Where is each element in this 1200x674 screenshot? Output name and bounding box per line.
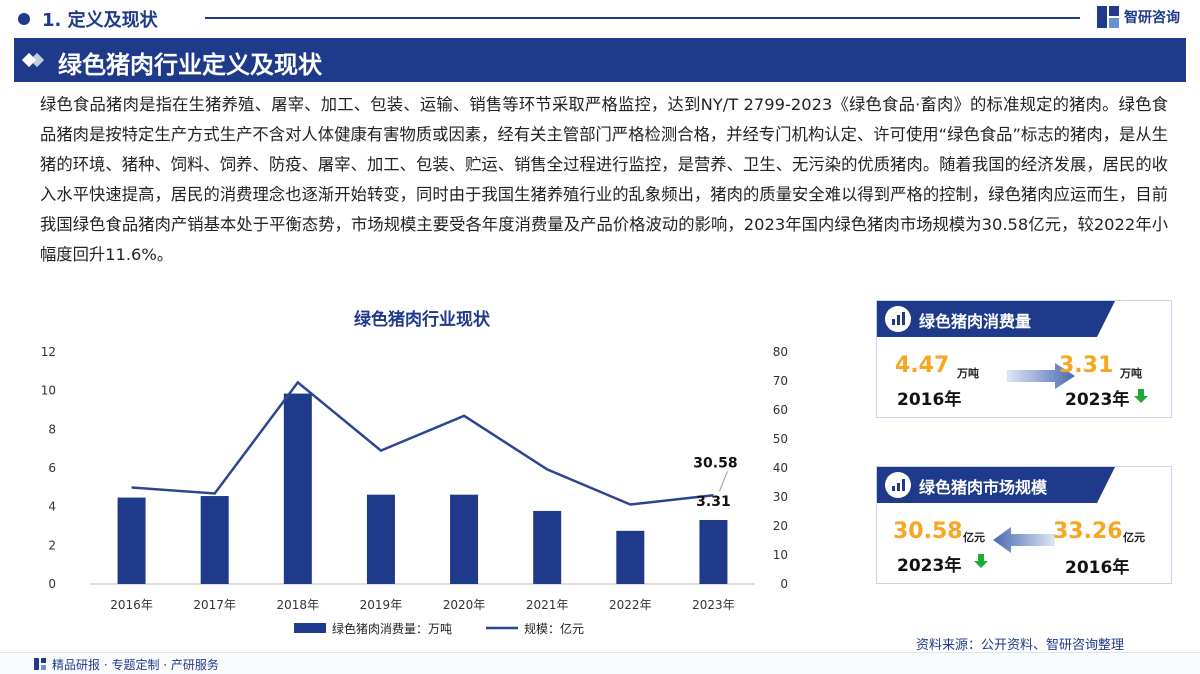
x-tick-label: 2020年 [443, 598, 486, 612]
combo-chart: 绿色猪肉行业现状 0 2 4 6 8 10 12 0 10 20 30 40 50 60 70 80 201… [41, 309, 788, 636]
bar [283, 393, 312, 584]
title-banner: 绿色猪肉行业定义及现状 [14, 38, 1186, 82]
y-right-tick-label: 70 [773, 374, 788, 388]
right-year: 2016年 [1065, 558, 1130, 578]
section-header: 1. 定义及现状 智研咨询 [0, 0, 1200, 36]
footer-logo-icon [34, 658, 46, 670]
down-arrow-icon [974, 554, 988, 568]
y-right-tick-label: 10 [773, 548, 788, 562]
y-right-tick-label: 0 [780, 577, 788, 591]
left-year: 2023年 [897, 556, 962, 576]
section-title: 1. 定义及现状 [42, 10, 158, 31]
bar-chart-icon [885, 306, 911, 332]
brand-logo: 智研咨询 [1097, 6, 1180, 28]
x-tick-label: 2021年 [526, 598, 569, 612]
y-right-tick-label: 80 [773, 345, 788, 359]
left-year: 2016年 [897, 390, 962, 410]
bar-series [117, 393, 728, 584]
section-divider [205, 17, 1080, 19]
bar [200, 496, 229, 584]
footer-text: 精品研报 · 专题定制 · 产研服务 [52, 658, 219, 672]
bar-data-label: 3.31 [696, 494, 731, 510]
y-left-tick-label: 0 [48, 577, 56, 591]
card-header [877, 301, 1097, 337]
right-value: 3.31 [1059, 353, 1114, 378]
right-year: 2023年 [1065, 390, 1130, 410]
page-title: 绿色猪肉行业定义及现状 [58, 51, 322, 79]
bar [616, 530, 645, 584]
legend-bar-label: 绿色猪肉消费量：万吨 [332, 621, 452, 636]
y-axis-right: 0 10 20 30 40 50 60 70 80 [773, 345, 788, 591]
line-data-label: 30.58 [693, 455, 737, 471]
bar [533, 510, 562, 584]
market-size-card: 绿色猪肉市场规模 30.58 亿元 2023年 33.26 亿元 2016年 [876, 466, 1172, 584]
section-bullet [18, 13, 30, 25]
y-left-tick-label: 2 [48, 538, 56, 552]
y-right-tick-label: 60 [773, 403, 788, 417]
right-value: 33.26 [1053, 519, 1123, 544]
x-tick-label: 2023年 [692, 598, 735, 612]
right-unit: 万吨 [1120, 367, 1142, 380]
bar [450, 494, 479, 584]
y-right-tick-label: 40 [773, 461, 788, 475]
growth-chart-icon [885, 472, 911, 498]
y-left-tick-label: 6 [48, 461, 56, 475]
y-right-tick-label: 50 [773, 432, 788, 446]
bar [117, 497, 146, 584]
x-tick-label: 2018年 [277, 598, 320, 612]
right-arrow-icon [1007, 363, 1075, 389]
y-left-tick-label: 12 [41, 345, 56, 359]
chart-title: 绿色猪肉行业现状 [354, 309, 491, 330]
y-axis-left: 0 2 4 6 8 10 12 [41, 345, 56, 591]
logo-icon [1097, 6, 1119, 28]
bar [366, 494, 395, 584]
chart-annotations: 30.58 3.31 [693, 455, 737, 510]
y-left-tick-label: 10 [41, 384, 56, 398]
x-tick-label: 2022年 [609, 598, 652, 612]
left-arrow-icon [993, 527, 1055, 553]
card-header [877, 467, 1097, 503]
right-unit: 亿元 [1123, 531, 1145, 544]
y-left-tick-label: 8 [48, 422, 56, 436]
left-value: 4.47 [895, 353, 950, 378]
x-tick-label: 2017年 [193, 598, 236, 612]
x-tick-label: 2016年 [110, 598, 153, 612]
down-arrow-icon [1134, 389, 1148, 403]
bar [699, 520, 728, 584]
x-tick-label: 2019年 [360, 598, 403, 612]
card-title: 绿色猪肉市场规模 [919, 478, 1048, 497]
left-unit: 亿元 [963, 531, 985, 544]
chart-legend: 绿色猪肉消费量：万吨 规模：亿元 [294, 621, 584, 636]
left-value: 30.58 [893, 519, 963, 544]
chart-panel: 绿色猪肉行业现状 0 2 4 6 8 10 12 0 10 20 30 40 50 60 70 80 201… [20, 300, 840, 650]
consumption-card: 绿色猪肉消费量 4.47 万吨 2016年 3.31 万吨 2023年 [876, 300, 1172, 418]
y-right-tick-label: 30 [773, 490, 788, 504]
legend-bar-swatch [294, 623, 326, 633]
x-axis-ticks: 2016年 2017年 2018年 2019年 2020年 2021年 2022年 2023年 [110, 598, 734, 612]
source-note: 资料来源：公开资料、智研咨询整理 [916, 638, 1125, 653]
card-title: 绿色猪肉消费量 [919, 312, 1032, 331]
legend-line-label: 规模：亿元 [524, 621, 584, 636]
left-unit: 万吨 [957, 367, 979, 380]
y-right-tick-label: 20 [773, 519, 788, 533]
diamond-icon [21, 52, 45, 68]
y-left-tick-label: 4 [48, 500, 56, 514]
footer: 精品研报 · 专题定制 · 产研服务 [0, 652, 1200, 674]
description-paragraph: 绿色食品猪肉是指在生猪养殖、屠宰、加工、包装、运输、销售等环节采取严格监控，达到… [40, 95, 1168, 264]
line-series [131, 380, 714, 506]
logo-text: 智研咨询 [1124, 10, 1180, 26]
